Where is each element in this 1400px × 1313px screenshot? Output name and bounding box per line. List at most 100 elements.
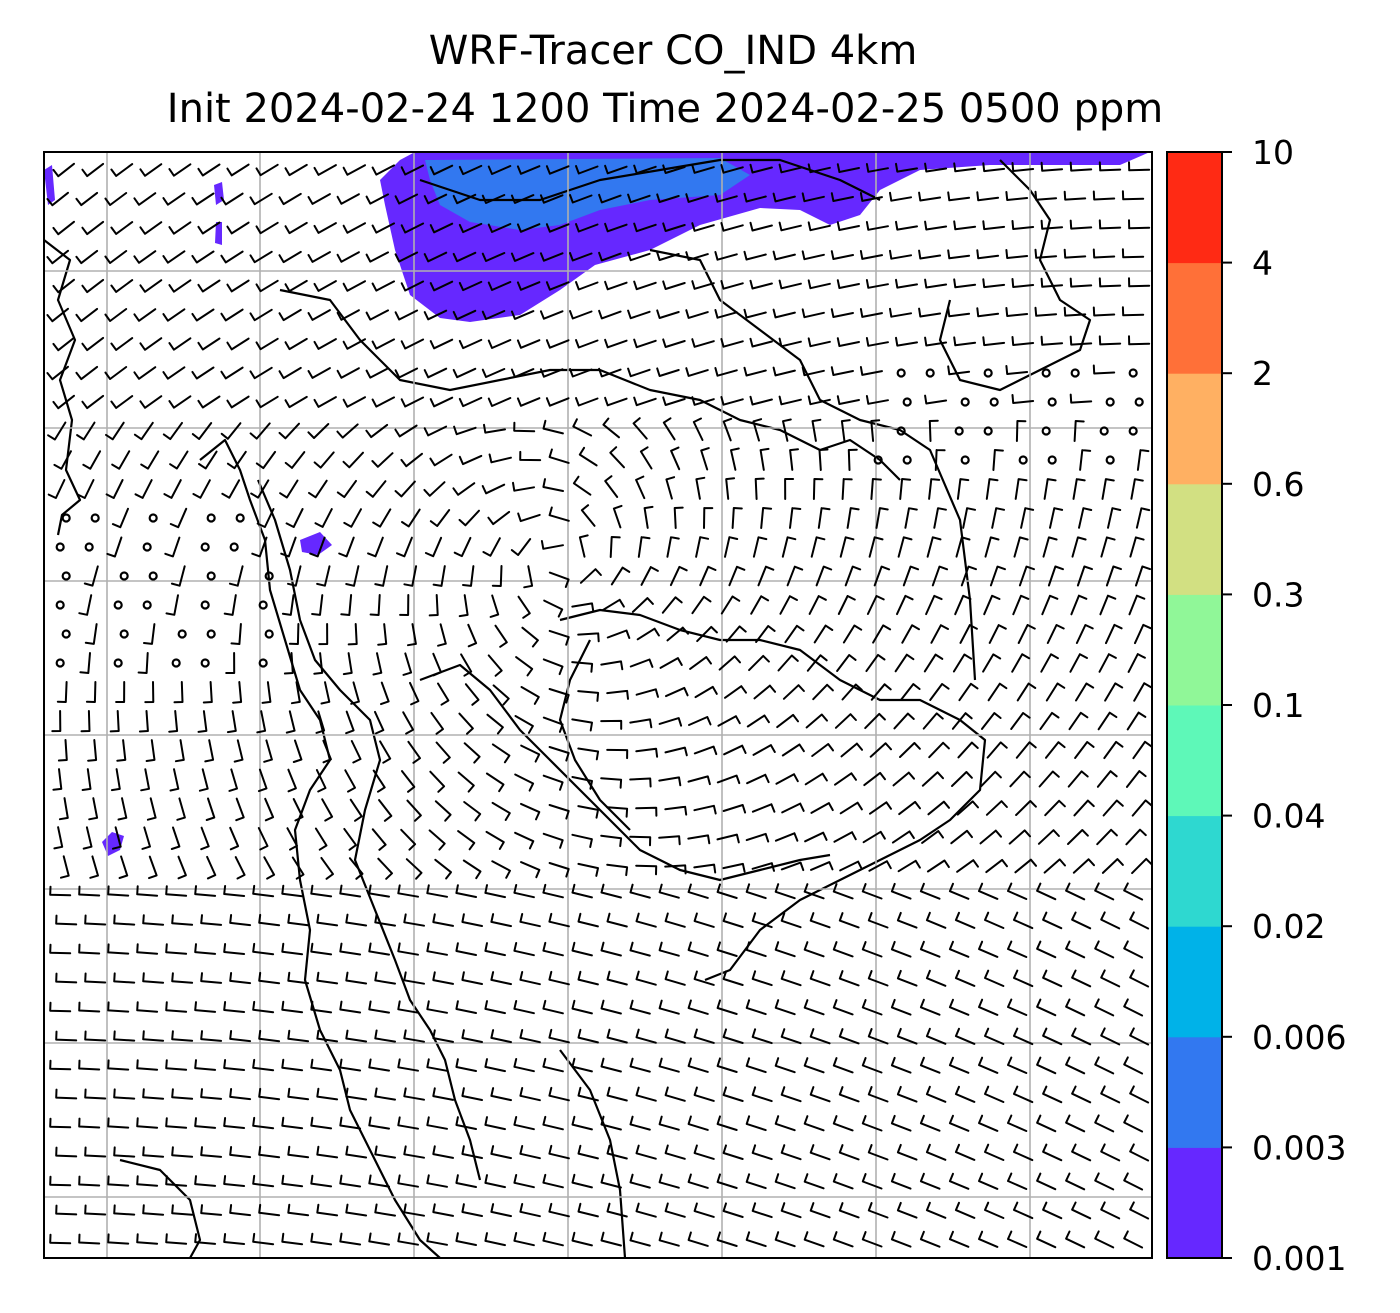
wind-barb [278, 308, 302, 322]
wind-barb [168, 279, 192, 293]
wind-barb [722, 912, 744, 928]
wind-barb [338, 536, 355, 558]
wind-barb [542, 658, 564, 676]
wind-barb [84, 623, 98, 645]
wind-barb [952, 653, 973, 673]
wind-barb [749, 395, 773, 406]
wind-barb [461, 1029, 483, 1043]
wind-barb [1092, 190, 1116, 201]
wind-barb [107, 943, 130, 955]
wind-barb [313, 338, 337, 350]
wind-barb [397, 884, 419, 898]
wind-barb [249, 366, 273, 380]
wind-barb [288, 623, 300, 645]
wind-barb [635, 747, 659, 758]
wind-barb [716, 774, 741, 785]
wind-barb [148, 855, 158, 880]
wind-barb [462, 565, 475, 587]
wind-barb [1129, 536, 1145, 558]
wind-barb [87, 739, 98, 762]
wind-barb [252, 1058, 275, 1072]
wind-barb [579, 568, 602, 584]
wind-barb [515, 656, 534, 677]
wind-barb [171, 1146, 194, 1158]
wind-barb [600, 999, 622, 1015]
wind-barb [722, 417, 733, 442]
wind-barb [516, 165, 541, 175]
wind-barb [924, 394, 948, 405]
wind-barb [452, 251, 477, 263]
wind-barb [842, 624, 863, 644]
wind-barb [371, 452, 394, 468]
wind-barb [513, 1000, 535, 1015]
wind-barb [1069, 653, 1088, 673]
wind-barb [807, 163, 831, 174]
wind-barb [336, 309, 360, 321]
wind-barb [490, 1087, 512, 1102]
wind-barb [688, 716, 712, 726]
wind-barb [575, 165, 599, 175]
wind-barb [308, 479, 328, 499]
calm-wind-marker [1105, 397, 1115, 407]
wind-barb [895, 278, 918, 289]
wind-barb [310, 1232, 333, 1246]
wind-barb [371, 222, 395, 234]
wind-barb [481, 483, 506, 495]
wind-barb [1076, 565, 1093, 587]
wind-barb [804, 772, 828, 786]
wind-barb [455, 1058, 477, 1072]
wind-barb [1036, 882, 1057, 901]
wind-barb [775, 773, 799, 785]
wind-barb [1094, 1230, 1115, 1249]
wind-barb [165, 594, 179, 616]
wind-barb [861, 1173, 883, 1190]
wind-barb [432, 565, 446, 587]
wind-barb [374, 565, 389, 587]
wind-barb [836, 163, 860, 173]
wind-barb [490, 1203, 512, 1218]
wind-barb [861, 1115, 883, 1132]
wind-barb [904, 507, 918, 529]
wind-barb [424, 536, 443, 558]
wind-barb [868, 536, 884, 558]
calm-wind-marker [1041, 368, 1051, 378]
wind-barb [691, 222, 715, 232]
wind-barb [316, 913, 339, 927]
wind-barb [53, 450, 72, 470]
wind-barb [1069, 335, 1093, 346]
wind-barb [571, 883, 593, 899]
wind-barb [691, 280, 715, 290]
wind-barb [745, 1173, 767, 1190]
wind-barb [165, 1117, 188, 1129]
wind-barb [1104, 682, 1124, 702]
wind-barb [162, 308, 186, 322]
wind-barb [171, 1030, 194, 1042]
wind-barb [1128, 277, 1151, 288]
wind-barb [749, 279, 773, 290]
wind-barb [948, 998, 970, 1016]
wind-barb [669, 565, 688, 587]
wind-barb [168, 337, 192, 351]
wind-barb [720, 338, 744, 348]
wind-barb [1015, 420, 1027, 442]
colorbar-tick-label: 0.001 [1252, 1239, 1346, 1278]
wind-barb [691, 595, 712, 615]
calm-wind-marker [1047, 397, 1057, 407]
wind-barb [336, 193, 360, 205]
wind-barb [759, 447, 770, 471]
wind-barb [315, 769, 327, 793]
wind-barb [365, 309, 389, 321]
wind-barb [206, 855, 217, 880]
wind-barb [875, 507, 889, 529]
wind-barb [47, 479, 66, 499]
wind-barb [458, 164, 483, 176]
wind-barb [629, 658, 654, 668]
wind-barb [774, 1057, 796, 1074]
wind-barb [281, 1232, 304, 1246]
wind-barb [1123, 1230, 1144, 1249]
wind-barb [287, 1203, 310, 1217]
wind-barb [510, 538, 532, 556]
wind-barb [633, 222, 657, 233]
wind-barb [55, 1146, 78, 1158]
wind-barb [49, 885, 72, 897]
